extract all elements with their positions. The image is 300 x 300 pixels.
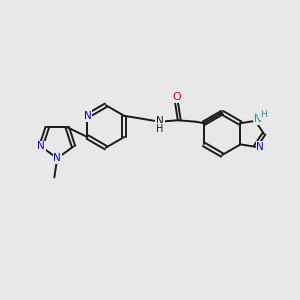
Text: H: H <box>260 110 267 119</box>
Text: N: N <box>156 116 164 126</box>
Text: N: N <box>53 153 61 163</box>
Text: N: N <box>256 142 264 152</box>
Text: H: H <box>156 124 164 134</box>
Text: N: N <box>84 111 91 121</box>
Text: O: O <box>172 92 181 102</box>
Text: N: N <box>37 141 45 152</box>
Text: N: N <box>254 114 262 124</box>
